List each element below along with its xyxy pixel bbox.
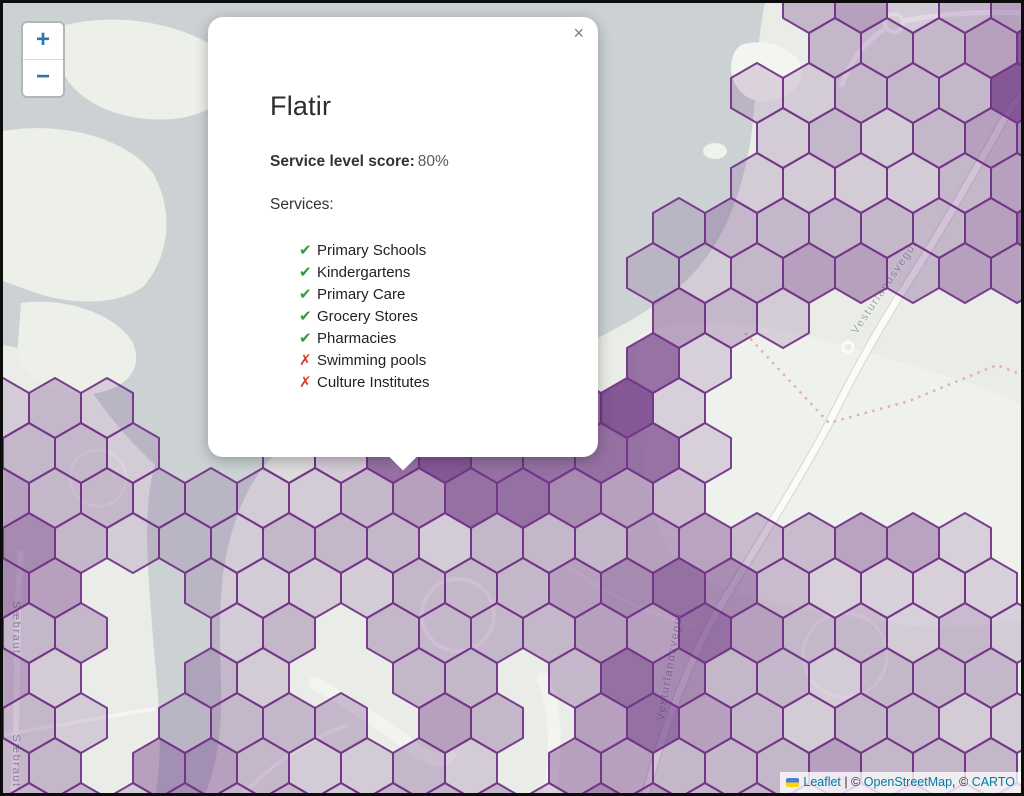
road-branch (838, 26, 887, 88)
zoom-in-button[interactable]: + (35, 26, 50, 53)
island (703, 143, 727, 159)
service-item: ✔ Primary Care (299, 284, 572, 306)
check-icon: ✔ (299, 286, 312, 303)
score-value: 80% (417, 153, 449, 170)
hex-cell[interactable] (263, 782, 315, 796)
zoom-control-divider (23, 59, 63, 60)
carto-copyright-prefix: , © (952, 775, 972, 789)
street (241, 723, 349, 793)
service-name: Grocery Stores (317, 308, 418, 325)
cross-icon: ✗ (299, 374, 312, 391)
check-icon: ✔ (299, 242, 312, 259)
service-level-score-row: Service level score: 80% (270, 153, 572, 171)
hex-cell[interactable] (419, 782, 471, 796)
island (731, 42, 802, 102)
hex-cell[interactable] (159, 782, 211, 796)
hex-cell[interactable] (1016, 18, 1024, 78)
service-name: Kindergartens (317, 264, 411, 281)
service-item: ✔ Grocery Stores (299, 306, 572, 328)
check-icon: ✔ (299, 330, 312, 347)
hex-cell[interactable] (315, 782, 367, 796)
hex-cell[interactable] (3, 782, 55, 796)
service-item: ✔ Primary Schools (299, 240, 572, 262)
attribution-bar: Leaflet | © OpenStreetMap, © CARTO (780, 772, 1021, 793)
admin-boundary-dotted (744, 332, 1021, 425)
street (562, 561, 694, 627)
hex-cell[interactable] (679, 782, 731, 796)
service-item: ✔ Pharmacies (299, 328, 572, 350)
hex-cell[interactable] (444, 737, 498, 796)
service-item: ✗ Culture Institutes (299, 372, 572, 394)
service-item: ✔ Kindergartens (299, 262, 572, 284)
service-name: Pharmacies (317, 330, 397, 347)
cross-icon: ✗ (299, 352, 312, 369)
hex-cell[interactable] (1016, 198, 1024, 258)
hex-cell[interactable] (107, 782, 159, 796)
hex-cell[interactable] (28, 737, 82, 796)
hex-layer (3, 3, 1024, 796)
service-name: Primary Schools (317, 242, 427, 259)
attribution-separator: | (840, 775, 852, 789)
ukraine-flag-icon (786, 778, 800, 787)
hex-cell[interactable] (1016, 108, 1024, 168)
hex-cell[interactable] (367, 782, 419, 796)
road-saebraut (10, 550, 24, 793)
hex-cell[interactable] (731, 782, 783, 796)
services-list: ✔ Primary Schools ✔ Kindergartens ✔ Primary C… (270, 240, 572, 394)
hex-cell[interactable] (756, 287, 810, 349)
hex-cell[interactable] (627, 782, 679, 796)
hex-cell[interactable] (55, 782, 107, 796)
hex-cell[interactable] (211, 782, 263, 796)
carto-link[interactable]: CARTO (971, 775, 1015, 789)
leaflet-link[interactable]: Leaflet (803, 775, 841, 789)
roundabout (883, 12, 905, 34)
island (63, 19, 235, 120)
service-name: Primary Care (317, 286, 406, 303)
zoom-control: + − (21, 21, 65, 98)
street (3, 707, 156, 737)
score-label: Service level score: (270, 153, 415, 170)
check-icon: ✔ (299, 264, 312, 281)
osm-copyright-prefix: © (851, 775, 864, 789)
hex-cell[interactable] (575, 782, 627, 796)
hex-cell[interactable] (990, 242, 1024, 304)
popup-close-button[interactable]: × (573, 23, 584, 43)
street-ring (420, 577, 496, 653)
service-name: Swimming pools (317, 352, 427, 369)
service-popup: × Flatir Service level score: 80% Service… (208, 17, 598, 471)
pale-valley (636, 322, 1021, 628)
service-name: Culture Institutes (317, 374, 430, 391)
island (17, 301, 137, 394)
service-item: ✗ Swimming pools (299, 350, 572, 372)
services-label: Services: (270, 196, 334, 213)
check-icon: ✔ (299, 308, 312, 325)
map-canvas[interactable]: Vesturlandsvegur Vesturlandsvegur Sæbraut S… (3, 3, 1021, 793)
island (3, 128, 167, 302)
road-branch (902, 9, 1021, 24)
osm-link[interactable]: OpenStreetMap (863, 775, 953, 789)
hex-cell[interactable] (471, 782, 523, 796)
hex-cell[interactable] (523, 782, 575, 796)
stream (308, 676, 456, 767)
popup-title: Flatir (270, 91, 332, 121)
zoom-out-button[interactable]: − (35, 63, 50, 90)
popup-content: Flatir Service level score: 80% Services:… (270, 91, 572, 394)
road-junction (841, 340, 855, 354)
